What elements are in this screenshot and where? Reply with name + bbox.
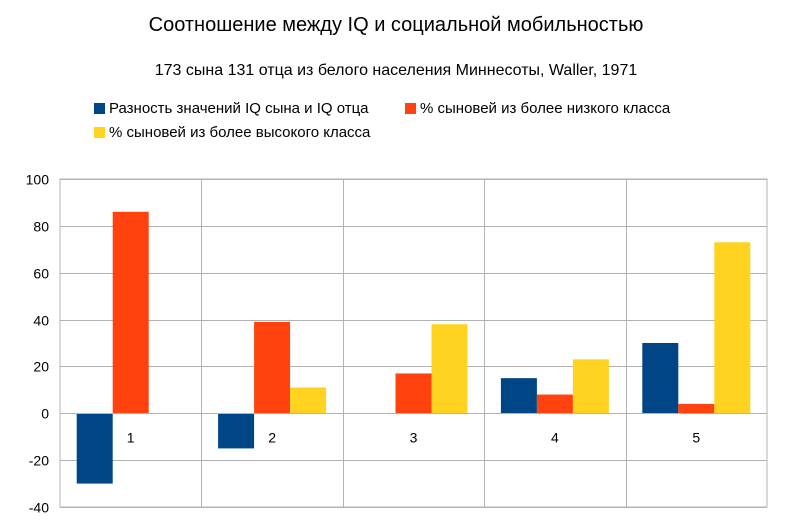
x-tick-label: 1 (127, 429, 135, 445)
legend-item-higher-class: % сыновей из более высокого класса (94, 124, 370, 141)
y-tick-label: 80 (33, 219, 49, 235)
y-tick-label: 40 (33, 313, 49, 329)
bar (536, 394, 573, 414)
chart-subtitle: 173 сына 131 отца из белого населения Ми… (154, 62, 638, 79)
y-tick-label: 60 (33, 266, 49, 282)
x-tick-label: 2 (268, 429, 276, 445)
legend-item-iq-difference: Разность значений IQ сына и IQ отца (94, 100, 369, 117)
legend-swatch (94, 103, 105, 114)
y-tick-label: 20 (33, 359, 49, 375)
y-tick-label: -40 (29, 500, 49, 516)
y-tick-label: -20 (29, 453, 49, 469)
bar (678, 403, 715, 414)
bar (500, 378, 537, 414)
bar (112, 211, 149, 414)
bar (572, 359, 609, 414)
bar (431, 324, 468, 414)
bar (76, 413, 113, 484)
bar (290, 387, 327, 414)
x-tick-label: 4 (551, 429, 559, 445)
legend-swatch (405, 103, 416, 114)
bar (642, 343, 679, 414)
y-tick-label: 100 (26, 172, 50, 188)
x-tick-label: 5 (692, 429, 700, 445)
chart-title: Соотношение между IQ и социальной мобиль… (148, 14, 644, 36)
legend-label: Разность значений IQ сына и IQ отца (109, 100, 369, 117)
bar (218, 413, 255, 449)
x-tick-label: 3 (410, 429, 418, 445)
y-tick-label: 0 (41, 406, 49, 422)
bar (254, 321, 291, 414)
legend-label: % сыновей из более низкого класса (420, 100, 671, 117)
legend-label: % сыновей из более высокого класса (109, 124, 371, 141)
legend-item-lower-class: % сыновей из более низкого класса (405, 100, 670, 117)
bar (395, 373, 432, 414)
bar (714, 242, 751, 414)
legend-swatch (94, 127, 105, 138)
